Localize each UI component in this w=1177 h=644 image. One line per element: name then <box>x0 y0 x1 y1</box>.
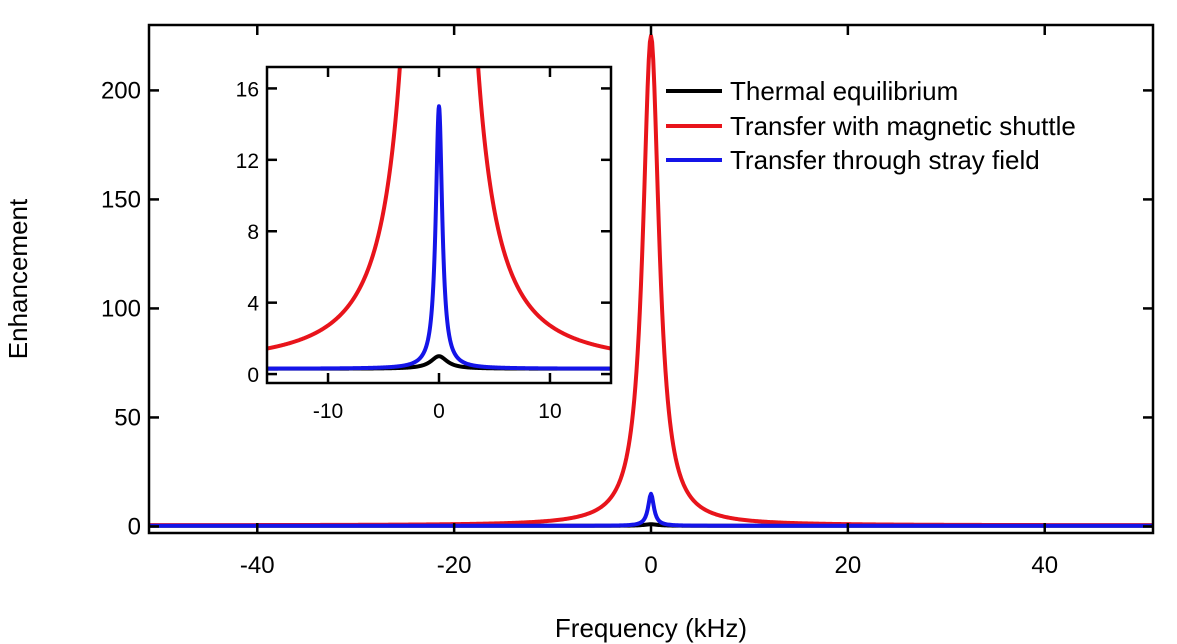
x-axis-title: Frequency (kHz) <box>555 613 747 643</box>
inset-ytick-label: 4 <box>247 293 259 316</box>
main-xtick-label: 40 <box>1031 552 1058 579</box>
inset-xtick-label: 10 <box>538 400 561 423</box>
inset-series-layer <box>267 67 611 371</box>
main-ytick-label: 0 <box>128 513 141 540</box>
inset-ticks: -10 0 10 0 4 8 12 16 <box>236 67 611 423</box>
main-line-transfer-through-stray-field <box>149 491 1153 528</box>
legend-label-stray: Transfer through stray field <box>730 145 1040 175</box>
main-xtick-label: -20 <box>437 552 472 579</box>
inset-ytick-label: 16 <box>236 78 259 101</box>
inset-ytick-label: 0 <box>247 364 259 387</box>
inset-xtick-label: -10 <box>313 400 343 423</box>
inset-xtick-label: 0 <box>433 400 445 423</box>
legend-label-shuttle: Transfer with magnetic shuttle <box>730 111 1076 141</box>
inset-line-transfer-through-stray-field <box>267 104 611 371</box>
inset-ytick-label: 12 <box>236 150 259 173</box>
legend-label-thermal: Thermal equilibrium <box>730 76 958 106</box>
inset-ytick-label: 8 <box>247 221 259 244</box>
legend: Thermal equilibrium Transfer with magnet… <box>666 76 1076 175</box>
main-xtick-label: -40 <box>240 552 275 579</box>
main-ytick-label: 150 <box>101 186 141 213</box>
main-ytick-label: 100 <box>101 295 141 322</box>
inset-line-transfer-with-magnetic-shuttle <box>267 67 611 351</box>
main-xtick-label: 20 <box>835 552 862 579</box>
main-ytick-label: 200 <box>101 77 141 104</box>
main-ytick-label: 50 <box>114 404 141 431</box>
inset-chart: -10 0 10 0 4 8 12 16 <box>236 65 613 423</box>
main-xtick-label: 0 <box>644 552 657 579</box>
y-axis-title: Enhancement <box>3 198 33 359</box>
